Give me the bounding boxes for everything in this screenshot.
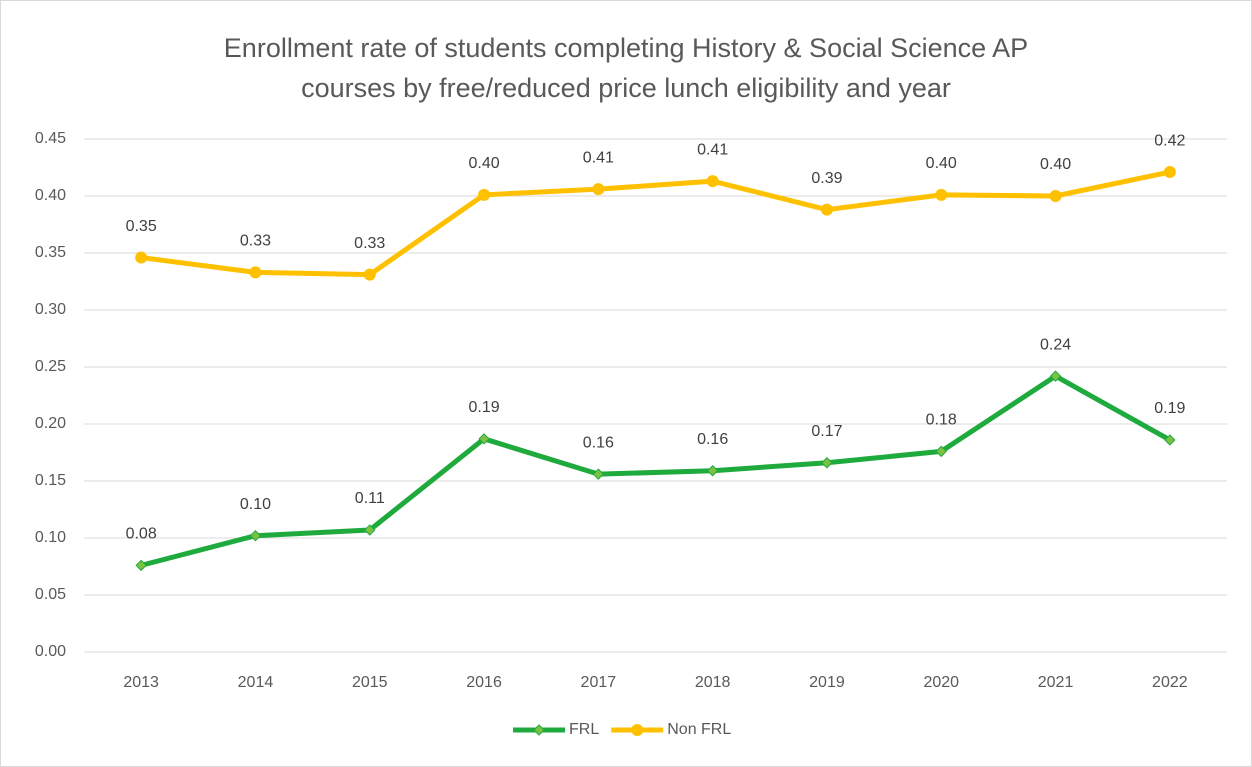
marker (1164, 434, 1176, 446)
y-tick-label: 0.05 (35, 586, 66, 603)
x-tick-label: 2021 (1038, 674, 1074, 691)
legend-marker (631, 724, 644, 736)
x-tick-label: 2015 (352, 674, 388, 691)
y-tick-label: 0.25 (35, 358, 66, 375)
x-tick-label: 2013 (123, 674, 159, 691)
x-tick-label: 2017 (581, 674, 617, 691)
marker (706, 175, 719, 188)
marker (249, 266, 262, 279)
x-tick-label: 2014 (238, 674, 274, 691)
series-line (138, 169, 1173, 278)
legend-marker (533, 724, 545, 736)
y-tick-label: 0.30 (35, 301, 66, 318)
data-label: 0.11 (355, 490, 385, 507)
marker (135, 251, 148, 264)
y-tick-label: 0.35 (35, 244, 66, 261)
data-label: 0.08 (126, 526, 157, 543)
x-tick-label: 2019 (809, 674, 845, 691)
legend-label: Non FRL (667, 721, 731, 738)
marker (935, 188, 948, 201)
data-label: 0.42 (1154, 132, 1185, 149)
marker (364, 524, 376, 536)
chart-title: Enrollment rate of students completing H… (223, 33, 1029, 103)
data-label: 0.40 (1040, 156, 1071, 173)
marker (249, 530, 262, 542)
y-tick-label: 0.20 (35, 415, 66, 432)
marker (1049, 190, 1062, 202)
data-label: 0.19 (1154, 400, 1185, 417)
data-label: 0.19 (468, 399, 499, 416)
legend-label: FRL (569, 721, 599, 738)
y-tick-label: 0.00 (35, 643, 66, 660)
marker (592, 183, 605, 196)
data-label: 0.18 (926, 412, 957, 429)
series-line (138, 373, 1173, 568)
marker (1163, 166, 1176, 179)
marker (363, 268, 376, 281)
marker (821, 457, 833, 469)
x-tick-label: 2016 (466, 674, 502, 691)
data-label: 0.17 (811, 423, 842, 440)
marker (1049, 370, 1062, 382)
x-tick-label: 2018 (695, 674, 731, 691)
data-label: 0.10 (240, 496, 271, 513)
data-label: 0.39 (811, 170, 842, 187)
data-label: 0.35 (126, 218, 157, 235)
marker (478, 188, 491, 201)
data-label: 0.24 (1040, 336, 1071, 353)
data-label: 0.41 (583, 149, 614, 166)
marker (592, 468, 605, 480)
data-label: 0.16 (697, 431, 728, 448)
marker (478, 433, 490, 445)
data-label: 0.16 (583, 434, 614, 451)
data-label: 0.40 (468, 155, 499, 172)
marker (820, 203, 833, 216)
y-tick-label: 0.10 (35, 529, 66, 546)
y-tick-label: 0.45 (35, 130, 66, 147)
y-tick-label: 0.15 (35, 472, 66, 489)
data-label: 0.40 (926, 155, 957, 172)
data-label: 0.41 (697, 141, 728, 158)
data-label: 0.33 (240, 233, 271, 250)
marker (706, 465, 719, 477)
x-tick-label: 2020 (923, 674, 959, 691)
y-tick-label: 0.40 (35, 187, 66, 204)
marker (935, 445, 947, 458)
data-label: 0.33 (354, 235, 385, 252)
x-tick-label: 2022 (1152, 674, 1188, 691)
marker (135, 559, 147, 572)
